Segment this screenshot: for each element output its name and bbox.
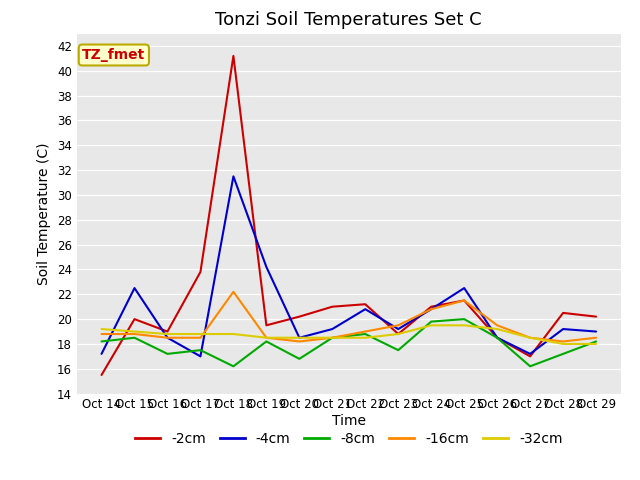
-2cm: [526, 353, 534, 359]
-4cm: [493, 335, 501, 341]
-4cm: [526, 351, 534, 357]
Y-axis label: Soil Temperature (C): Soil Temperature (C): [37, 143, 51, 285]
-16cm: [196, 335, 204, 341]
-8cm: [328, 335, 336, 341]
-4cm: [362, 306, 369, 312]
-2cm: [328, 304, 336, 310]
-2cm: [362, 301, 369, 307]
-16cm: [428, 306, 435, 312]
-8cm: [262, 338, 270, 344]
-32cm: [526, 335, 534, 341]
-8cm: [394, 347, 402, 353]
-16cm: [98, 331, 106, 337]
-16cm: [131, 331, 138, 337]
-32cm: [230, 331, 237, 337]
-32cm: [362, 335, 369, 341]
-16cm: [526, 335, 534, 341]
-2cm: [460, 298, 468, 303]
-2cm: [394, 331, 402, 337]
Legend: -2cm, -4cm, -8cm, -16cm, -32cm: -2cm, -4cm, -8cm, -16cm, -32cm: [129, 426, 568, 452]
-16cm: [262, 335, 270, 341]
-16cm: [230, 289, 237, 295]
X-axis label: Time: Time: [332, 414, 366, 428]
-4cm: [164, 335, 172, 341]
-4cm: [296, 335, 303, 341]
-16cm: [460, 298, 468, 303]
-2cm: [493, 335, 501, 341]
-16cm: [493, 323, 501, 328]
Title: Tonzi Soil Temperatures Set C: Tonzi Soil Temperatures Set C: [216, 11, 482, 29]
-4cm: [428, 306, 435, 312]
-16cm: [328, 335, 336, 341]
-32cm: [428, 323, 435, 328]
-8cm: [493, 335, 501, 341]
-8cm: [559, 351, 567, 357]
-32cm: [196, 331, 204, 337]
-8cm: [526, 363, 534, 369]
Text: TZ_fmet: TZ_fmet: [82, 48, 145, 62]
-8cm: [98, 338, 106, 344]
-4cm: [230, 173, 237, 179]
Line: -4cm: -4cm: [102, 176, 596, 356]
-16cm: [559, 338, 567, 344]
-8cm: [460, 316, 468, 322]
-32cm: [164, 331, 172, 337]
-2cm: [262, 323, 270, 328]
-4cm: [98, 351, 106, 357]
-2cm: [559, 310, 567, 316]
-32cm: [592, 341, 600, 347]
Line: -8cm: -8cm: [102, 319, 596, 366]
-16cm: [362, 329, 369, 335]
-4cm: [196, 353, 204, 359]
-2cm: [428, 304, 435, 310]
-2cm: [164, 329, 172, 335]
-8cm: [196, 347, 204, 353]
-4cm: [559, 326, 567, 332]
-32cm: [131, 329, 138, 335]
-32cm: [559, 341, 567, 347]
-4cm: [394, 326, 402, 332]
-8cm: [362, 331, 369, 337]
-2cm: [98, 372, 106, 378]
-8cm: [164, 351, 172, 357]
Line: -2cm: -2cm: [102, 56, 596, 375]
-8cm: [592, 338, 600, 344]
-16cm: [394, 323, 402, 328]
-8cm: [296, 356, 303, 362]
-8cm: [230, 363, 237, 369]
-32cm: [394, 331, 402, 337]
-32cm: [98, 326, 106, 332]
Line: -32cm: -32cm: [102, 325, 596, 344]
-2cm: [230, 53, 237, 59]
-8cm: [428, 319, 435, 324]
-2cm: [196, 269, 204, 275]
-2cm: [296, 314, 303, 320]
-4cm: [592, 329, 600, 335]
-8cm: [131, 335, 138, 341]
-16cm: [164, 335, 172, 341]
-16cm: [592, 335, 600, 341]
-2cm: [131, 316, 138, 322]
-4cm: [131, 285, 138, 291]
-32cm: [296, 335, 303, 341]
Line: -16cm: -16cm: [102, 292, 596, 341]
-32cm: [493, 326, 501, 332]
-4cm: [328, 326, 336, 332]
-4cm: [262, 264, 270, 270]
-32cm: [262, 335, 270, 341]
-4cm: [460, 285, 468, 291]
-2cm: [592, 314, 600, 320]
-32cm: [328, 335, 336, 341]
-16cm: [296, 338, 303, 344]
-32cm: [460, 323, 468, 328]
